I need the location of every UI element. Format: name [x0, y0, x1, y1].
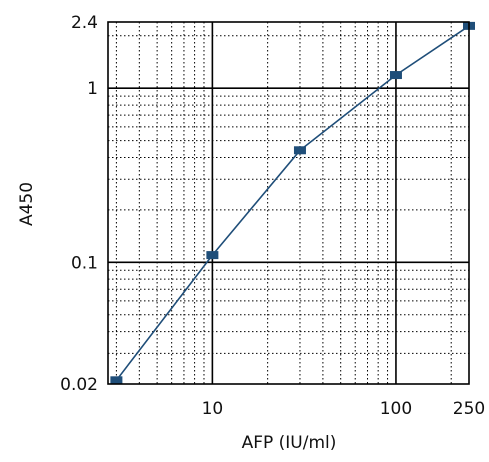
y-tick-label: 2.4: [71, 13, 98, 33]
data-point: [293, 146, 306, 155]
y-tick-label: 0.1: [71, 253, 98, 273]
x-tick-label: 100: [380, 399, 412, 419]
x-tick-label: 10: [202, 399, 224, 419]
data-point: [110, 376, 123, 385]
data-point: [206, 251, 219, 260]
y-axis-title: A450: [17, 182, 37, 226]
grid-lines: [108, 22, 469, 384]
y-tick-label: 1: [87, 79, 98, 99]
data-point: [389, 71, 402, 80]
x-axis-ticks: 10 100 250: [202, 399, 486, 419]
y-axis-ticks: 0.02 0.1 1 2.4: [60, 13, 98, 395]
x-tick-label: 250: [453, 399, 485, 419]
plot-background: [108, 22, 469, 384]
plot-frame: [107, 21, 470, 385]
x-axis-title: AFP (IU/ml): [242, 433, 337, 453]
y-tick-label: 0.02: [60, 375, 98, 395]
